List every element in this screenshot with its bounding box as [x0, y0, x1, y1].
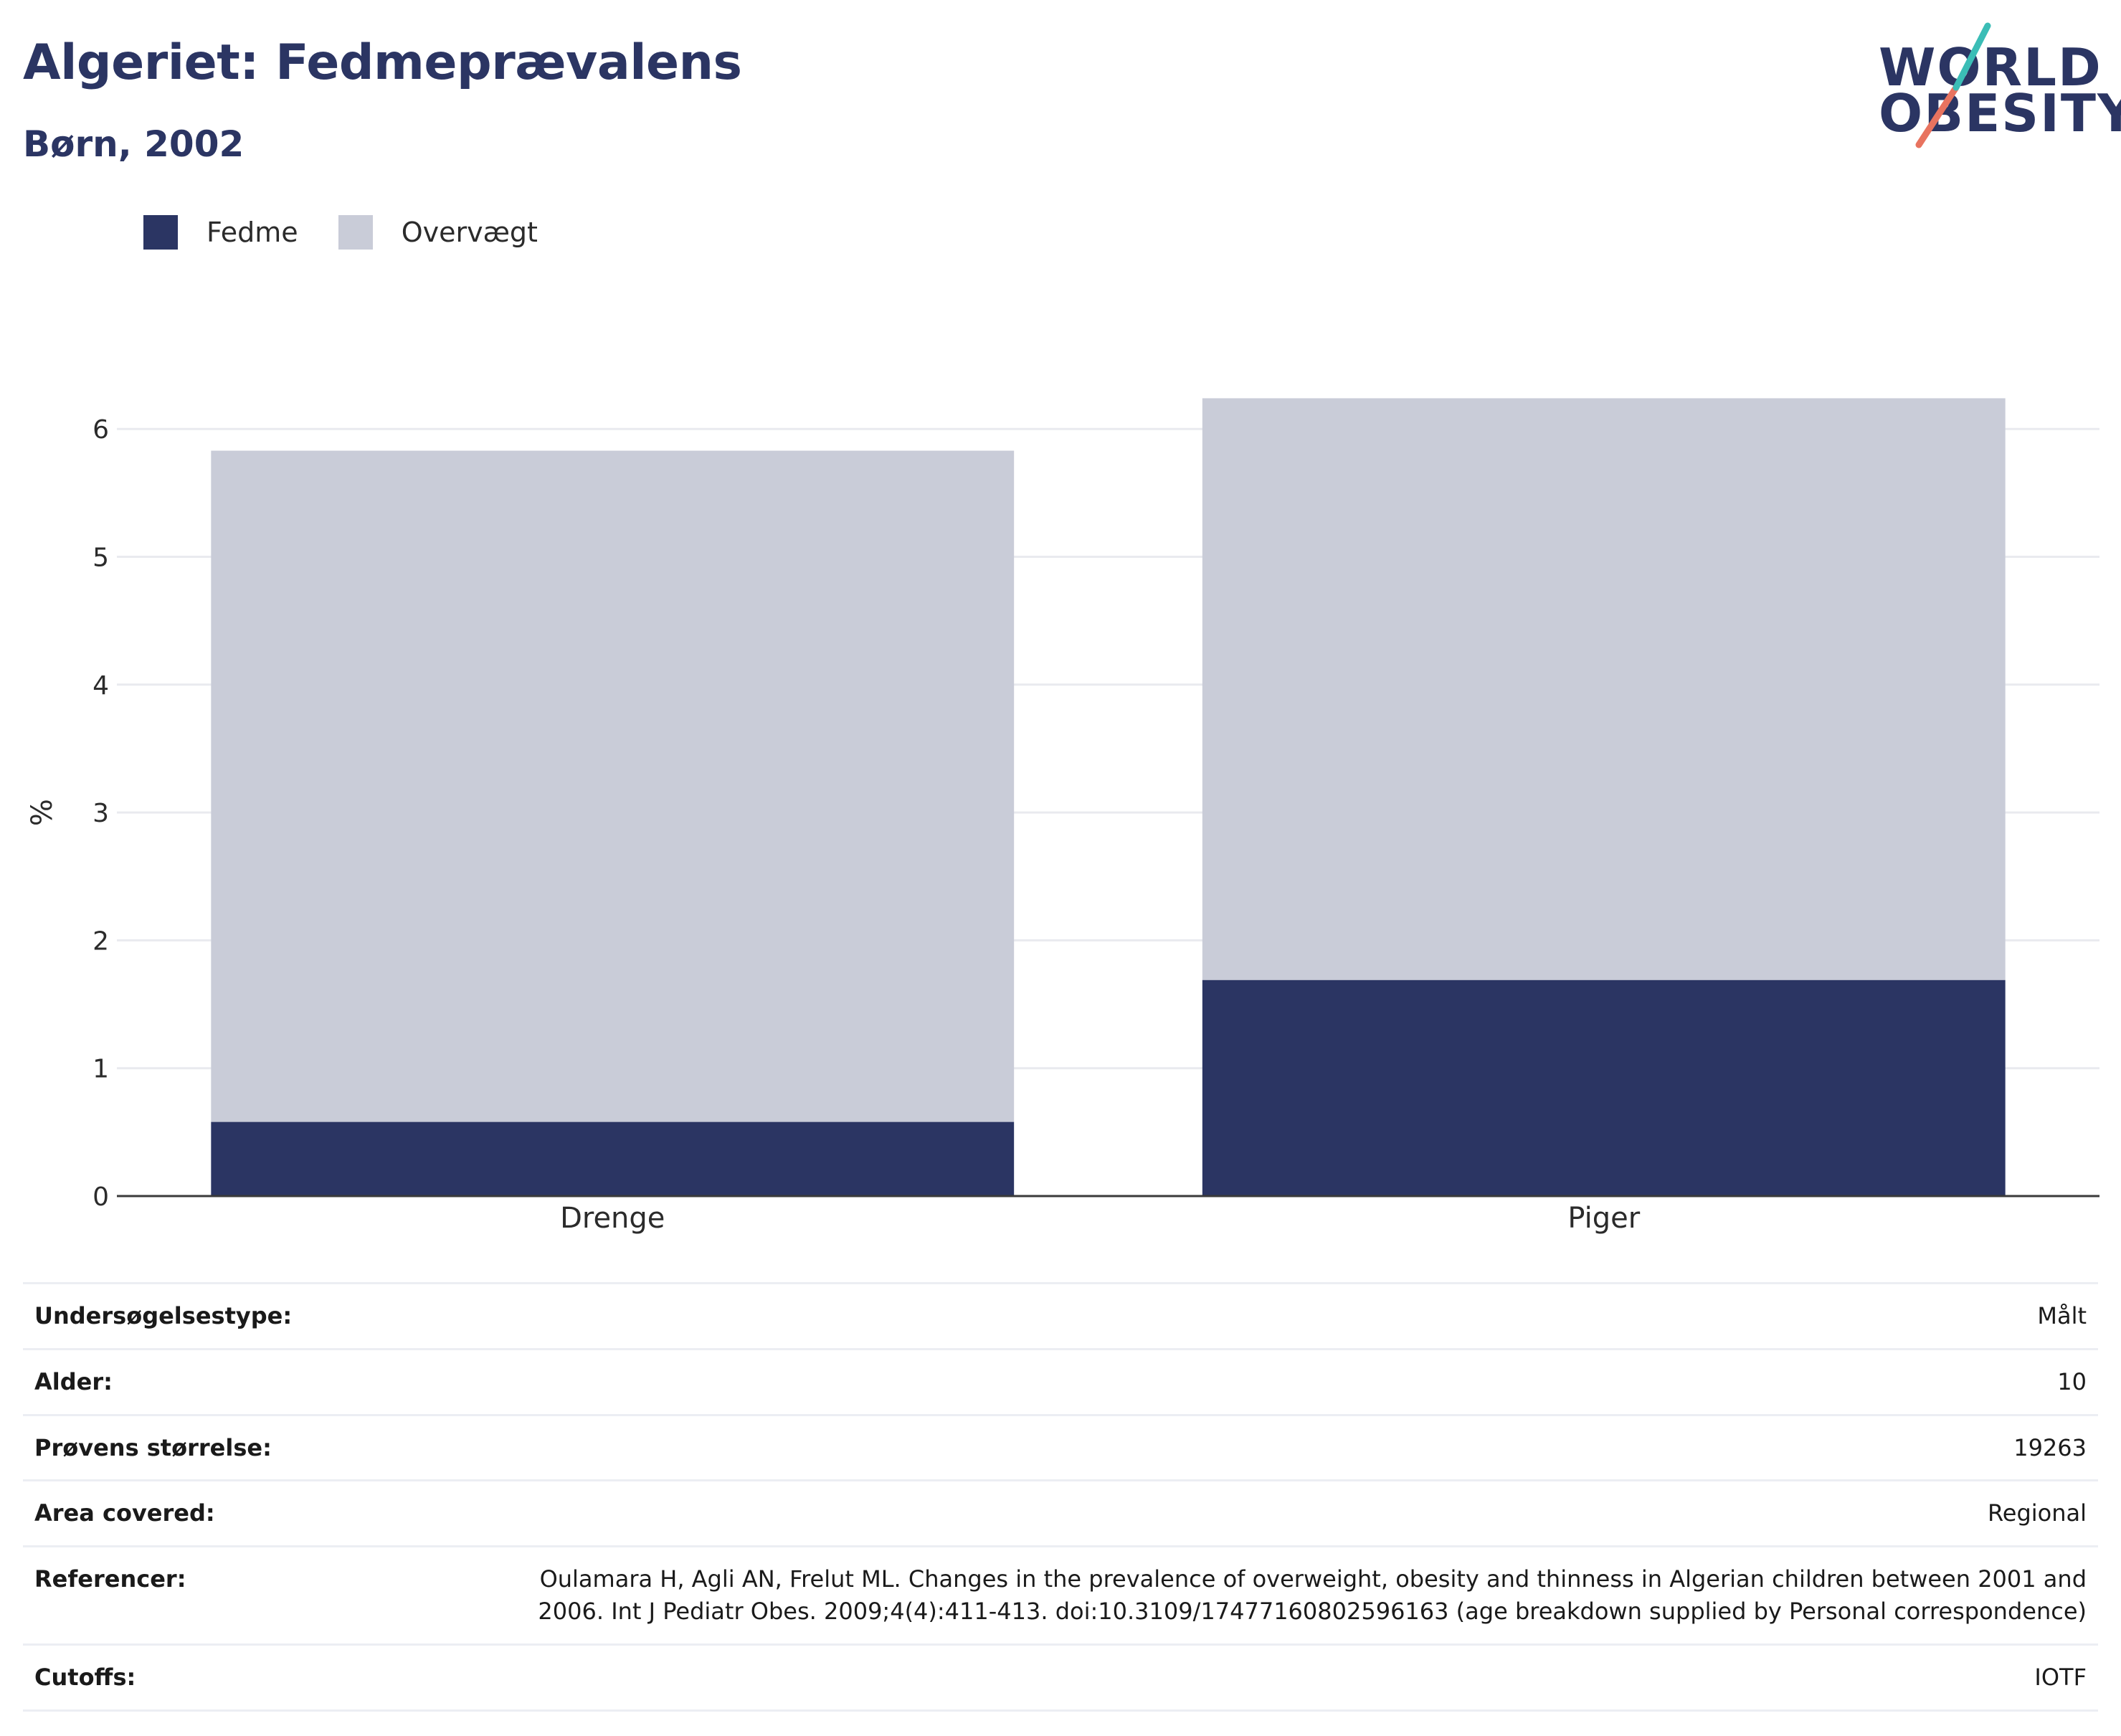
- legend-label-fedme: Fedme: [207, 217, 298, 248]
- info-value: Målt: [476, 1282, 2098, 1350]
- info-key: Undersøgelsestype:: [23, 1282, 476, 1350]
- chart-legend: Fedme Overvægt: [143, 215, 578, 250]
- bar-fedme-drenge: [211, 1121, 1015, 1196]
- info-row-survey-type: Undersøgelsestype: Målt: [23, 1282, 2098, 1350]
- logo-line-2: OBESITY: [1879, 83, 2121, 143]
- legend-label-overvaegt: Overvægt: [401, 217, 538, 248]
- x-tick-label: Drenge: [560, 1202, 665, 1235]
- info-value: 19263: [476, 1413, 2098, 1481]
- info-key: Referencer:: [23, 1545, 476, 1645]
- info-value: Regional: [476, 1479, 2098, 1547]
- legend-item-overvaegt[interactable]: Overvægt: [338, 215, 538, 250]
- info-key: Prøvens størrelse:: [23, 1413, 476, 1481]
- page-title: Algeriet: Fedmeprævalens: [23, 34, 742, 91]
- info-row-age: Alder: 10: [23, 1347, 2098, 1415]
- y-tick-label: 2: [92, 926, 109, 956]
- y-tick-label: 0: [92, 1182, 109, 1212]
- info-row-area-covered: Area covered: Regional: [23, 1479, 2098, 1547]
- world-obesity-logo: WORLD OBESITY: [1864, 22, 2121, 151]
- logo-line-1: WORLD: [1879, 37, 2102, 98]
- info-value: 10: [476, 1347, 2098, 1415]
- legend-item-fedme[interactable]: Fedme: [143, 215, 298, 250]
- y-axis-label: %: [26, 799, 59, 826]
- y-tick-label: 5: [92, 544, 109, 573]
- bar-overv-gt-piger: [1202, 398, 2006, 980]
- page-subtitle: Børn, 2002: [23, 123, 245, 165]
- bar-overv-gt-drenge: [211, 450, 1015, 1122]
- info-row-sample-size: Prøvens størrelse: 19263: [23, 1413, 2098, 1481]
- bar-chart: 0 1 2 3 4 5 6% Drenge Piger: [26, 398, 2099, 1235]
- info-value: Oulamara H, Agli AN, Frelut ML. Changes …: [476, 1545, 2098, 1645]
- legend-swatch-fedme: [143, 215, 178, 250]
- info-row-cutoffs: Cutoffs: IOTF: [23, 1643, 2098, 1712]
- x-tick-label: Piger: [1567, 1202, 1640, 1235]
- y-tick-label: 6: [92, 415, 109, 445]
- info-row-references: Referencer: Oulamara H, Agli AN, Frelut …: [23, 1545, 2098, 1645]
- y-tick-label: 4: [92, 671, 109, 701]
- info-key: Cutoffs:: [23, 1643, 476, 1712]
- y-tick-label: 3: [92, 799, 109, 828]
- info-key: Area covered:: [23, 1479, 476, 1547]
- legend-swatch-overvaegt: [338, 215, 373, 250]
- info-value: IOTF: [476, 1643, 2098, 1712]
- logo-slash-icon: [1915, 22, 1991, 148]
- info-table: Undersøgelsestype: Målt Alder: 10 Prøven…: [23, 1282, 2098, 1712]
- bar-fedme-piger: [1202, 980, 2006, 1196]
- info-key: Alder:: [23, 1347, 476, 1415]
- y-tick-label: 1: [92, 1055, 109, 1084]
